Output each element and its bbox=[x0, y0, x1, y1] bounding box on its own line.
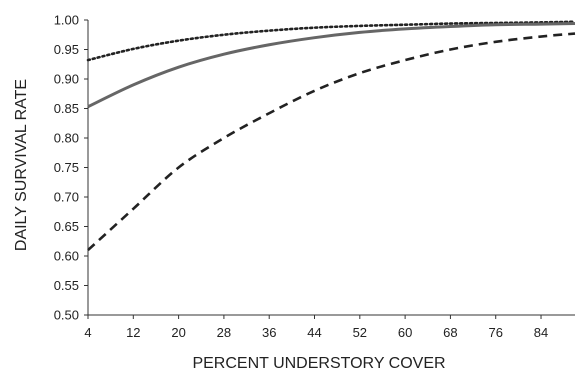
axes-layer bbox=[84, 19, 575, 319]
y-tick-label: 0.75 bbox=[54, 160, 79, 175]
y-tick-label: 1.00 bbox=[54, 13, 79, 28]
y-tick-label: 0.55 bbox=[54, 278, 79, 293]
dotted-series-line bbox=[86, 20, 577, 62]
y-axis-title: DAILY SURVIVAL RATE bbox=[13, 79, 30, 251]
y-tick-label: 0.80 bbox=[54, 131, 79, 146]
x-tick-label: 84 bbox=[534, 325, 548, 340]
x-tick-label: 20 bbox=[171, 325, 185, 340]
x-tick-label: 12 bbox=[126, 325, 140, 340]
x-tick-label: 76 bbox=[488, 325, 502, 340]
x-axis-title: PERCENT UNDERSTORY COVER bbox=[192, 355, 445, 372]
y-tick-label: 0.85 bbox=[54, 101, 79, 116]
y-tick-label: 0.65 bbox=[54, 219, 79, 234]
x-tick-label: 44 bbox=[307, 325, 321, 340]
x-tick-label: 4 bbox=[84, 325, 91, 340]
x-tick-label: 60 bbox=[398, 325, 412, 340]
x-tick-label: 68 bbox=[443, 325, 457, 340]
labels-layer: 0.50 0.55 0.60 0.65 0.70 0.75 0.80 0.85 0.90 0.95… bbox=[54, 13, 549, 341]
y-tick-label: 0.50 bbox=[54, 308, 79, 323]
x-tick-label: 36 bbox=[262, 325, 276, 340]
dashed-series-line bbox=[87, 32, 576, 252]
y-tick-label: 0.95 bbox=[54, 42, 79, 57]
x-tick-label: 28 bbox=[217, 325, 231, 340]
y-tick-label: 0.90 bbox=[54, 72, 79, 87]
y-tick-label: 0.70 bbox=[54, 190, 79, 205]
y-tick-label: 0.60 bbox=[54, 249, 79, 264]
x-tick-label: 52 bbox=[353, 325, 367, 340]
solid-series-line bbox=[87, 22, 576, 109]
series-layer bbox=[86, 20, 577, 252]
